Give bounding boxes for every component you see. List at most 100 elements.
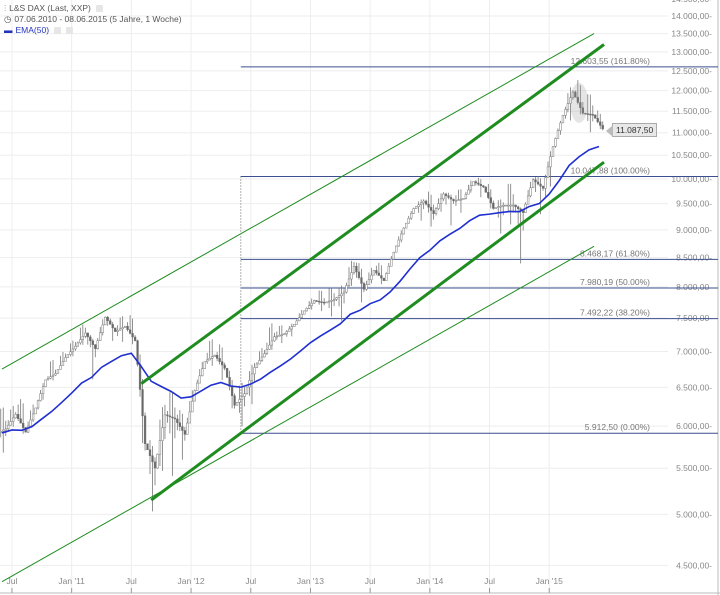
candle — [434, 208, 438, 214]
candle — [69, 351, 72, 355]
candle — [392, 251, 395, 260]
y-tick-label: 11.500,00- — [672, 106, 712, 116]
candle — [133, 336, 137, 341]
y-tick-label: 8.500,00- — [676, 253, 712, 263]
fib-level-label: 8.468,17 (61.80%) — [580, 248, 650, 258]
candle — [71, 348, 75, 353]
candle — [213, 354, 216, 357]
candle — [278, 335, 281, 337]
candle — [126, 325, 129, 330]
candle — [240, 396, 244, 400]
candle — [119, 328, 122, 331]
y-tick-label: 10.000,00- — [671, 174, 712, 184]
x-tick-label: Jan '11 — [58, 576, 85, 586]
candle — [447, 195, 450, 198]
candle — [402, 227, 405, 235]
candle — [497, 206, 500, 209]
candle — [9, 421, 12, 426]
ema-label[interactable]: EMA(50) — [15, 25, 50, 35]
candle — [163, 414, 167, 428]
candle — [469, 185, 473, 191]
candle — [459, 198, 463, 201]
trend-line — [1, 245, 595, 583]
candle — [203, 361, 206, 369]
candle — [216, 354, 219, 359]
candle — [74, 345, 77, 350]
y-tick-label: 8.000,00- — [676, 282, 712, 292]
x-tick-label: Jan '13 — [297, 576, 324, 586]
candle — [196, 382, 199, 391]
candle — [594, 114, 597, 119]
candle — [94, 344, 97, 349]
candle — [188, 411, 191, 424]
ema-line-icon: ▬ — [4, 25, 13, 35]
candle — [275, 335, 279, 338]
candle — [499, 205, 502, 208]
candle — [305, 308, 308, 312]
candle — [198, 375, 201, 384]
candle — [454, 199, 458, 202]
candle — [477, 182, 480, 185]
instrument-label: L&S DAX (Last, XXP) — [9, 3, 91, 13]
candle — [280, 334, 284, 336]
candle — [4, 428, 7, 431]
x-tick-label: Jul — [126, 576, 137, 586]
candle — [325, 301, 328, 304]
y-tick-label: 12.000,00- — [671, 86, 712, 96]
candle — [191, 400, 194, 413]
candle — [422, 200, 425, 204]
highlight-marker — [570, 82, 589, 123]
y-tick-label: 7.500,00- — [676, 313, 712, 323]
candle — [156, 453, 159, 469]
ema-remove-icon[interactable] — [66, 27, 74, 34]
candle — [385, 273, 388, 281]
candle — [121, 327, 124, 330]
candle — [228, 377, 231, 387]
candle — [350, 272, 353, 280]
y-tick-label: 5.000,00- — [676, 509, 712, 519]
candle — [320, 301, 323, 303]
fib-level-label: 10.047,88 (100.00%) — [571, 166, 651, 176]
candle — [412, 208, 415, 214]
candle — [64, 357, 67, 362]
candle — [534, 179, 537, 183]
candle — [59, 365, 62, 370]
candle — [323, 301, 326, 304]
candle — [54, 373, 57, 376]
candle — [298, 317, 301, 322]
candle — [531, 179, 535, 189]
candle — [300, 313, 303, 318]
candle — [569, 97, 572, 104]
y-tick-label: 12.500,00- — [671, 66, 712, 76]
candle — [208, 358, 211, 361]
candle — [141, 389, 144, 417]
candle — [315, 300, 318, 302]
candle — [12, 417, 15, 422]
candle — [2, 429, 5, 432]
settings-icon[interactable] — [95, 5, 103, 12]
candle — [467, 189, 470, 195]
ema-settings-icon[interactable] — [54, 27, 62, 34]
candle — [0, 431, 2, 433]
candle — [362, 283, 366, 290]
candle — [536, 181, 540, 185]
candle — [238, 399, 241, 403]
candle — [474, 181, 478, 184]
candle — [382, 277, 386, 281]
candle — [452, 198, 455, 202]
candle — [153, 461, 157, 469]
candle — [168, 415, 172, 418]
candle — [270, 340, 274, 346]
trend-line — [150, 161, 605, 502]
y-tick-label: 13.500,00- — [671, 29, 712, 39]
fib-level-label: 5.912,50 (0.00%) — [585, 422, 650, 432]
candle — [576, 96, 580, 103]
candle — [507, 204, 510, 207]
candle — [561, 115, 565, 124]
candle — [243, 393, 246, 397]
candle — [233, 395, 236, 406]
candle — [539, 183, 542, 187]
candle — [591, 114, 594, 116]
candle — [375, 270, 378, 274]
